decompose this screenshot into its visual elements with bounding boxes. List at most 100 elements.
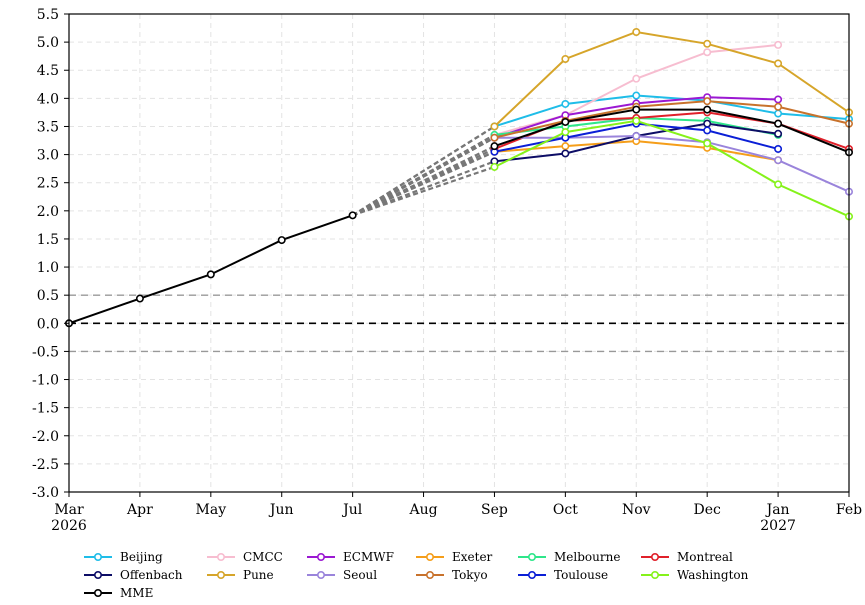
data-point: [632, 132, 641, 141]
data-point: [561, 128, 570, 137]
y-tick-label: -2.0: [32, 429, 59, 445]
legend-item-cmcc: CMCC: [207, 550, 283, 564]
y-tick-label: 3.5: [37, 119, 59, 135]
observed-point: [135, 294, 144, 303]
x-tick-label: Jun: [268, 502, 294, 518]
data-point: [703, 97, 712, 106]
y-tick-label: 2.5: [37, 176, 59, 192]
data-point: [774, 109, 783, 118]
y-tick-label: -0.5: [32, 344, 59, 360]
legend-item-toulouse: Toulouse: [518, 568, 608, 582]
forecast-connector: [352, 145, 495, 217]
observed-point: [206, 270, 215, 279]
data-point: [632, 27, 641, 36]
legend-item-melbourne: Melbourne: [518, 550, 620, 564]
legend-label: Beijing: [120, 550, 163, 564]
legend-label: CMCC: [243, 550, 283, 564]
data-point: [632, 116, 641, 125]
legend-label: Exeter: [452, 550, 493, 564]
data-point: [703, 119, 712, 128]
legend-swatch-marker: [316, 552, 325, 561]
forecast-connector: [352, 136, 495, 217]
forecast-connector: [352, 125, 496, 217]
legend-swatch-marker: [650, 552, 659, 561]
data-point: [632, 91, 641, 100]
data-point: [703, 126, 712, 135]
y-tick-label: -2.5: [32, 457, 59, 473]
series-mme: [490, 105, 853, 157]
y-tick-label: 1.5: [37, 232, 59, 248]
legend-label: Washington: [677, 568, 749, 582]
y-tick-label: 4.5: [37, 63, 59, 79]
legend-label: Toulouse: [554, 568, 608, 582]
legend-label: Melbourne: [554, 550, 620, 564]
data-point: [703, 139, 712, 148]
data-point: [774, 95, 783, 104]
data-point: [632, 74, 641, 83]
legend-label: Tokyo: [452, 568, 488, 582]
legend-swatch-marker: [316, 570, 325, 579]
series-lines: [490, 27, 853, 221]
legend-swatch-marker: [94, 570, 103, 579]
legend-label: ECMWF: [343, 550, 394, 564]
y-tick-label: 0.5: [37, 288, 59, 304]
series-line: [494, 119, 850, 218]
x-tick-label: Dec: [694, 502, 722, 518]
legend-item-ecmwf: ECMWF: [307, 550, 394, 564]
data-point: [774, 144, 783, 153]
legend-label: Offenbach: [120, 568, 183, 582]
y-tick-label: 1.0: [37, 260, 59, 276]
legend-label: Pune: [243, 568, 274, 582]
observed-line: [65, 211, 357, 328]
y-tick-label: -3.0: [32, 485, 59, 501]
legend-label: MME: [120, 586, 153, 600]
data-point: [561, 54, 570, 63]
legend-item-exeter: Exeter: [416, 550, 493, 564]
legend-label: Montreal: [677, 550, 733, 564]
legend: Beijing CMCC ECMWF Exeter Melbourne Montreal O…: [84, 550, 749, 600]
legend-item-pune: Pune: [207, 568, 274, 582]
y-tick-label: -1.0: [32, 373, 59, 389]
y-tick-label: -1.5: [32, 401, 59, 417]
data-point: [774, 180, 783, 189]
data-point: [490, 142, 499, 151]
legend-swatch-marker: [217, 570, 226, 579]
forecast-connectors: [352, 125, 496, 217]
data-point: [774, 59, 783, 68]
data-point: [490, 122, 499, 131]
plot-frame: [68, 13, 850, 493]
data-point: [774, 102, 783, 111]
x-tick-label: May: [196, 502, 227, 518]
legend-swatch-marker: [425, 552, 434, 561]
data-point: [774, 119, 783, 128]
legend-item-beijing: Beijing: [84, 550, 163, 564]
legend-swatch-marker: [527, 552, 536, 561]
data-point: [490, 133, 499, 142]
data-point: [561, 117, 570, 126]
legend-item-montreal: Montreal: [641, 550, 733, 564]
x-tick-label: 2026: [51, 518, 87, 534]
legend-item-seoul: Seoul: [307, 568, 377, 582]
x-tick-label: Apr: [126, 502, 153, 518]
data-point: [561, 142, 570, 151]
series-washington: [490, 116, 853, 221]
data-point: [774, 129, 783, 138]
x-tick-label: Nov: [622, 502, 651, 518]
y-tick-label: 5.5: [37, 7, 59, 23]
x-tick-label: Oct: [553, 502, 578, 518]
data-point: [490, 162, 499, 171]
legend-item-offenbach: Offenbach: [84, 568, 183, 582]
reference-lines: [69, 294, 849, 353]
observed-point: [277, 236, 286, 245]
data-point: [703, 48, 712, 57]
legend-label: Seoul: [343, 568, 377, 582]
data-point: [774, 40, 783, 49]
legend-swatch-marker: [527, 570, 536, 579]
forecast-connector: [352, 165, 495, 217]
series-line: [493, 30, 850, 128]
legend-item-tokyo: Tokyo: [416, 568, 488, 582]
x-tick-label: Jul: [341, 502, 363, 518]
x-tick-label: Sep: [481, 502, 508, 518]
